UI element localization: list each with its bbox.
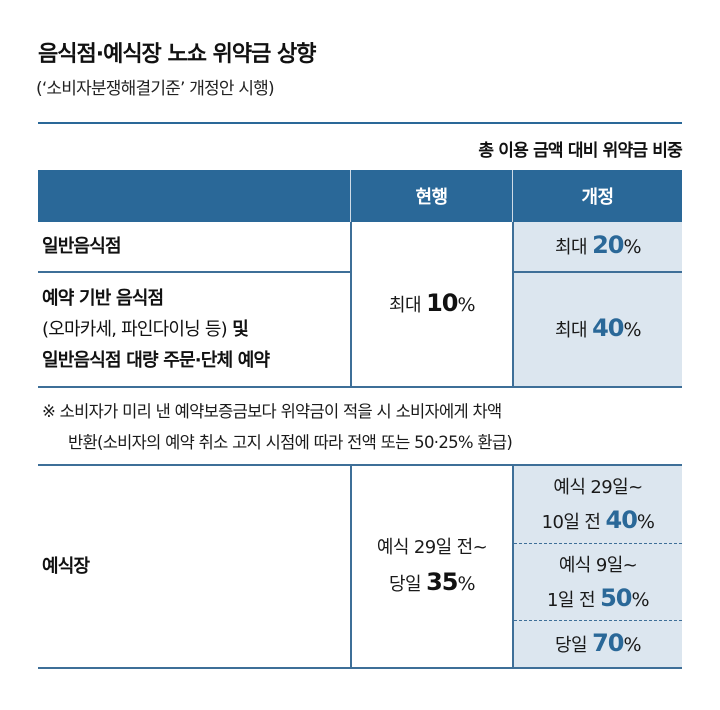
current-value-wedding-hall: 예식 29일 전~ 당일 35% [376,537,488,596]
header-divider [350,170,351,222]
row-label-wedding-hall: 예식장 [42,555,90,577]
row-label-general-restaurant: 일반음식점 [42,235,122,257]
header-cell-category [38,170,350,222]
column-divider [350,222,352,387]
top-rule-divider [38,122,682,124]
revised-column-bg-wedding [513,466,682,668]
row-label-reservation-restaurant: 예약 기반 음식점 (오마카세, 파인다이닝 등) 및 일반음식점 대량 주문·… [42,288,270,371]
header-cell-revised: 개정 [581,187,614,208]
revised-column-bg-restaurant [513,222,682,387]
table-bottom-rule [38,667,682,669]
table-caption: 총 이용 금액 대비 위약금 비중 [478,141,682,161]
column-divider [512,222,514,387]
page-subtitle: (‘소비자분쟁해결기준’ 개정안 시행) [36,79,275,99]
column-divider [350,466,352,668]
header-divider [512,170,513,222]
dashed-row-divider [514,620,682,621]
row-divider [38,271,351,273]
revised-value-general-restaurant: 최대 20% [555,231,642,259]
row-divider [512,271,682,273]
section-divider [38,464,682,466]
table-header-row: 현행 개정 [38,170,682,222]
header-cell-current: 현행 [415,187,448,208]
footnote: ※ 소비자가 미리 낸 예약보증금보다 위약금이 적을 시 소비자에게 차액 반… [42,402,513,452]
page-title: 음식점·예식장 노쇼 위약금 상향 [38,42,316,67]
section-divider [38,386,682,388]
current-value-restaurant: 최대 10% [389,288,476,317]
revised-value-wedding-9-1: 예식 9일~ 1일 전 50% [547,554,650,612]
revised-value-wedding-29-10: 예식 29일~ 10일 전 40% [541,476,655,534]
dashed-row-divider [514,543,682,544]
revised-value-wedding-same-day: 당일 70% [555,629,642,657]
column-divider [512,466,514,668]
revised-value-reservation-restaurant: 최대 40% [555,314,642,342]
